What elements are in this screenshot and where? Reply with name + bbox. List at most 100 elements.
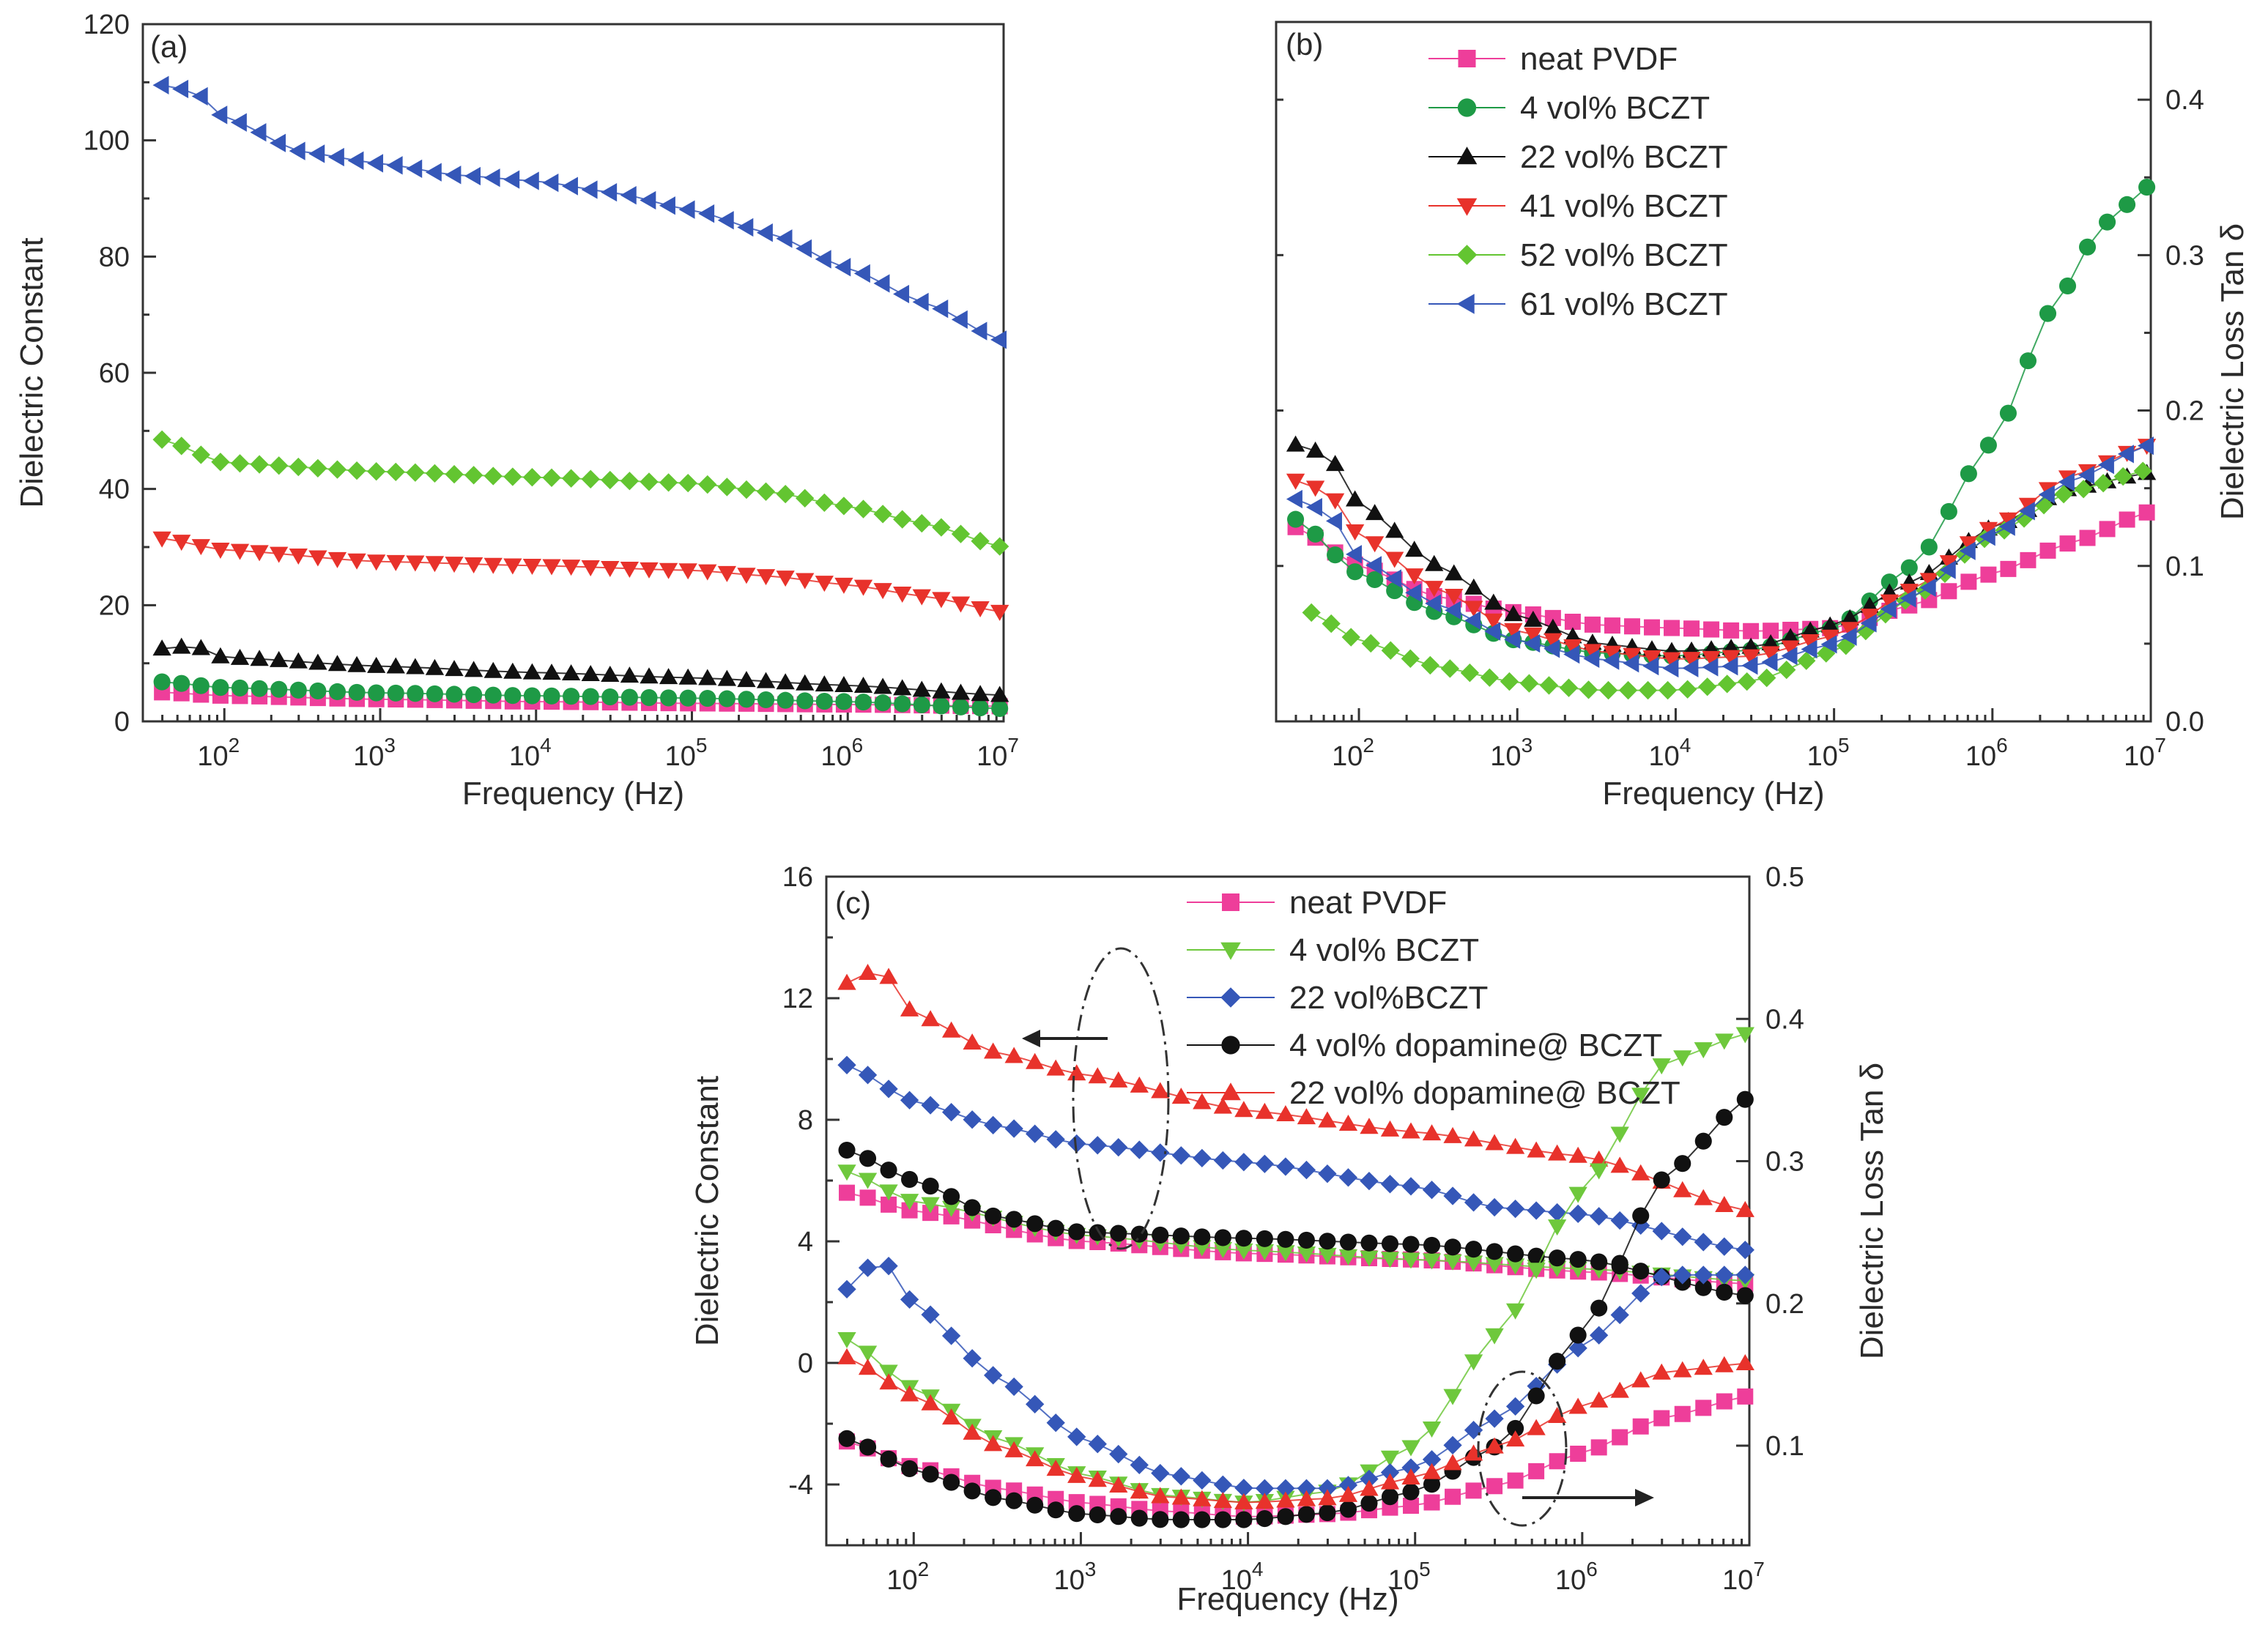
data-point xyxy=(1820,635,1837,654)
data-point xyxy=(1484,613,1503,630)
data-point xyxy=(698,475,717,494)
y-tick-label: 0.0 xyxy=(2165,707,2204,737)
data-point xyxy=(1109,1071,1128,1088)
data-point xyxy=(1401,1458,1420,1477)
data-point xyxy=(522,558,542,575)
data-point xyxy=(1549,1249,1566,1267)
data-point xyxy=(2117,445,2134,464)
data-point xyxy=(406,555,425,572)
data-point xyxy=(1658,680,1678,700)
data-point xyxy=(837,1348,856,1364)
data-point xyxy=(581,180,598,199)
data-point xyxy=(1590,1253,1608,1271)
data-point xyxy=(1443,1186,1462,1205)
data-point xyxy=(1319,1233,1336,1250)
data-point xyxy=(1642,656,1659,676)
legend-label: 41 vol% BCZT xyxy=(1520,188,1728,224)
data-point xyxy=(1234,1493,1253,1509)
legend-marker xyxy=(1222,893,1239,911)
data-point xyxy=(601,666,620,683)
data-point xyxy=(990,604,1009,621)
data-point xyxy=(1743,623,1760,639)
data-point xyxy=(1276,1491,1295,1508)
x-tick-label: 104 xyxy=(1221,1558,1264,1596)
data-point xyxy=(1464,1193,1483,1212)
data-point xyxy=(971,601,990,617)
legend-label: 22 vol% BCZT xyxy=(1520,139,1728,175)
data-point xyxy=(1631,1284,1650,1303)
data-point xyxy=(1568,1204,1587,1224)
x-tick-base: 10 xyxy=(509,741,540,772)
data-point xyxy=(464,661,483,677)
data-point xyxy=(717,477,737,497)
data-point xyxy=(212,679,229,696)
data-point xyxy=(963,1423,982,1440)
data-point xyxy=(1702,658,1719,677)
x-tick-label: 106 xyxy=(820,734,863,772)
data-point xyxy=(1005,1492,1023,1509)
data-point xyxy=(1297,1231,1315,1249)
data-point xyxy=(542,468,561,487)
data-point xyxy=(1286,489,1302,509)
data-point xyxy=(941,1102,961,1122)
data-point xyxy=(1110,1508,1127,1525)
data-point xyxy=(1422,1253,1442,1270)
x-tick-base: 10 xyxy=(1221,1565,1252,1596)
x-tick-label: 107 xyxy=(976,734,1019,772)
data-point xyxy=(1297,1490,1316,1506)
legend-marker xyxy=(1456,294,1475,314)
data-point xyxy=(386,657,405,674)
data-point xyxy=(837,1279,856,1298)
data-point xyxy=(367,462,386,481)
data-point xyxy=(1381,1235,1399,1252)
y-right-tick-label: 0.5 xyxy=(1765,862,1804,893)
data-point xyxy=(1386,582,1404,600)
data-point xyxy=(1286,473,1305,490)
data-point xyxy=(1735,1354,1754,1371)
data-point xyxy=(1005,1211,1023,1228)
data-point xyxy=(231,679,249,696)
data-point xyxy=(1860,609,1879,625)
data-point xyxy=(1193,1148,1212,1168)
legend-label: 22 vol% dopamine@ BCZT xyxy=(1289,1075,1680,1111)
data-point xyxy=(1422,1463,1442,1479)
legend-item-22-vol-bczt: 22 vol%BCZT xyxy=(1187,980,1488,1016)
data-point xyxy=(1380,1450,1400,1467)
data-point xyxy=(1919,573,1938,590)
data-point xyxy=(1485,1409,1504,1428)
data-point xyxy=(522,171,539,190)
data-point xyxy=(859,1438,877,1456)
data-point xyxy=(1716,1109,1733,1126)
data-point xyxy=(1568,1186,1587,1203)
data-point xyxy=(859,1150,877,1167)
data-point xyxy=(152,430,171,449)
data-point xyxy=(2138,504,2155,521)
data-point xyxy=(1979,521,1998,538)
data-point xyxy=(659,196,675,215)
data-point xyxy=(2119,511,2135,528)
data-point xyxy=(542,664,561,680)
data-point xyxy=(1385,521,1404,538)
data-point xyxy=(990,685,1009,702)
data-point xyxy=(1213,1492,1233,1509)
data-point xyxy=(172,436,191,456)
data-point xyxy=(1327,546,1344,564)
data-point xyxy=(1365,504,1385,521)
data-point xyxy=(737,568,756,584)
data-point xyxy=(211,453,230,472)
y-tick-label: 0.1 xyxy=(2165,551,2204,582)
data-point xyxy=(1723,622,1740,639)
data-point xyxy=(640,688,658,707)
data-point xyxy=(1464,1130,1483,1147)
data-point xyxy=(1360,1495,1378,1512)
data-point xyxy=(1652,1058,1671,1075)
data-point xyxy=(893,679,912,696)
x-tick-base: 10 xyxy=(820,741,851,772)
data-point xyxy=(1425,594,1442,613)
x-tick-base: 10 xyxy=(886,1565,917,1596)
data-point xyxy=(951,524,971,543)
data-point xyxy=(880,1450,897,1468)
data-point xyxy=(1322,614,1341,633)
data-point xyxy=(1380,1473,1400,1490)
data-point xyxy=(1485,1437,1504,1454)
